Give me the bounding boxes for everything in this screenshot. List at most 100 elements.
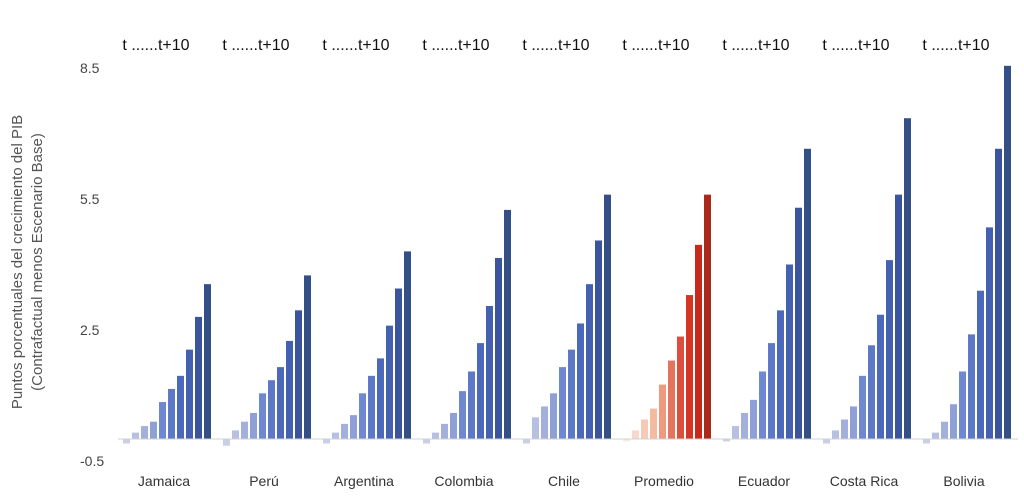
- bar-costa-rica-t8: [895, 194, 902, 440]
- bar-colombia-t7: [486, 305, 493, 440]
- bar-jamaica-t0: [123, 439, 130, 444]
- bar-promedio-t6: [677, 336, 684, 440]
- period-header-label: t ......t+10: [822, 37, 889, 54]
- bar-promedio-t2: [641, 419, 648, 440]
- bar-ecuador-t0: [723, 439, 730, 442]
- bar-chile-t4: [559, 367, 566, 440]
- bar-jamaica-t7: [186, 349, 193, 440]
- bar-chile-t8: [595, 240, 602, 440]
- bar-costa-rica-t0: [823, 439, 830, 444]
- bar-bolivia-t6: [977, 290, 984, 440]
- bar-bolivia-t7: [986, 227, 993, 440]
- category-label: Perú: [249, 473, 279, 489]
- bar-bolivia-t3: [950, 404, 957, 440]
- bar-bolivia-t1: [932, 432, 939, 440]
- bar-argentina-t8: [395, 288, 402, 440]
- bar-promedio-t9: [704, 194, 711, 440]
- bar-peru-t7: [286, 340, 293, 440]
- bars: [123, 65, 1011, 446]
- period-header-label: t ......t+10: [622, 37, 689, 54]
- period-header-row: t ......t+10 t ......t+10 t ......t+10 t ..…: [122, 37, 989, 54]
- y-axis-ticks: 8.5 5.5 2.5 -0.5: [80, 60, 104, 469]
- bar-chile-t5: [568, 349, 575, 440]
- period-header-label: t ......t+10: [522, 37, 589, 54]
- bar-costa-rica-t7: [886, 260, 893, 440]
- bar-promedio-t8: [695, 244, 702, 440]
- bar-costa-rica-t9: [904, 118, 911, 440]
- bar-chile-t6: [577, 323, 584, 440]
- y-tick-label: -0.5: [80, 453, 104, 469]
- bar-bolivia-t4: [959, 371, 966, 440]
- bar-peru-t4: [259, 393, 266, 440]
- bar-jamaica-t5: [168, 388, 175, 440]
- bar-chile-t3: [550, 393, 557, 440]
- bar-ecuador-t8: [795, 207, 802, 440]
- period-header-label: t ......t+10: [722, 37, 789, 54]
- bar-jamaica-t3: [150, 421, 157, 440]
- bar-argentina-t1: [332, 432, 339, 440]
- bar-argentina-t0: [323, 439, 330, 444]
- period-header-label: t ......t+10: [222, 37, 289, 54]
- bar-chile-t1: [532, 417, 539, 440]
- bar-peru-t1: [232, 430, 239, 440]
- bar-bolivia-t5: [968, 334, 975, 440]
- bar-costa-rica-t6: [877, 314, 884, 440]
- bar-chile-t7: [586, 284, 593, 440]
- bar-colombia-t9: [504, 209, 511, 440]
- period-header-label: t ......t+10: [322, 37, 389, 54]
- period-header-label: t ......t+10: [922, 37, 989, 54]
- category-label: Bolivia: [943, 473, 984, 489]
- bar-promedio-t7: [686, 295, 693, 440]
- bar-ecuador-t1: [732, 426, 739, 440]
- bar-chile-t0: [523, 439, 530, 444]
- bar-colombia-t0: [423, 439, 430, 444]
- bar-argentina-t4: [359, 393, 366, 440]
- bar-jamaica-t4: [159, 402, 166, 440]
- bar-costa-rica-t4: [859, 375, 866, 440]
- bar-peru-t0: [223, 439, 230, 446]
- bar-argentina-t6: [377, 358, 384, 440]
- bar-costa-rica-t2: [841, 419, 848, 440]
- bar-costa-rica-t3: [850, 406, 857, 440]
- bar-bolivia-t9: [1004, 65, 1011, 440]
- category-label: Chile: [548, 473, 580, 489]
- bar-promedio-t5: [668, 360, 675, 440]
- x-axis-category-labels: Jamaica Perú Argentina Colombia Chile Promedi…: [138, 473, 985, 489]
- period-header-label: t ......t+10: [122, 37, 189, 54]
- bar-ecuador-t2: [741, 412, 748, 440]
- bar-colombia-t1: [432, 432, 439, 440]
- bar-argentina-t7: [386, 325, 393, 440]
- bar-bolivia-t8: [995, 148, 1002, 440]
- bar-chile-t2: [541, 406, 548, 440]
- bar-jamaica-t6: [177, 375, 184, 440]
- bar-colombia-t2: [441, 423, 448, 440]
- bar-colombia-t4: [459, 391, 466, 440]
- bar-ecuador-t5: [768, 343, 775, 440]
- bar-ecuador-t6: [777, 310, 784, 440]
- bar-jamaica-t2: [141, 426, 148, 440]
- bar-peru-t2: [241, 421, 248, 440]
- bar-promedio-t4: [659, 384, 666, 440]
- y-tick-label: 8.5: [80, 60, 100, 76]
- bar-peru-t8: [295, 310, 302, 440]
- bar-colombia-t3: [450, 412, 457, 440]
- bar-promedio-t0: [623, 439, 630, 442]
- period-header-label: t ......t+10: [422, 37, 489, 54]
- y-axis-title: Puntos porcentuales del crecimiento del …: [9, 115, 26, 409]
- bar-argentina-t9: [404, 251, 411, 440]
- bar-promedio-t1: [632, 430, 639, 440]
- bar-ecuador-t4: [759, 371, 766, 440]
- bar-costa-rica-t5: [868, 345, 875, 440]
- category-label: Jamaica: [138, 473, 190, 489]
- bar-argentina-t5: [368, 375, 375, 440]
- bar-jamaica-t1: [132, 432, 139, 440]
- bar-bolivia-t2: [941, 421, 948, 440]
- bar-argentina-t2: [341, 423, 348, 440]
- bar-peru-t9: [304, 275, 311, 440]
- bar-bolivia-t0: [923, 439, 930, 444]
- bar-colombia-t5: [468, 371, 475, 440]
- bar-chile-t9: [604, 194, 611, 440]
- category-label: Promedio: [634, 473, 694, 489]
- y-tick-label: 2.5: [80, 322, 100, 338]
